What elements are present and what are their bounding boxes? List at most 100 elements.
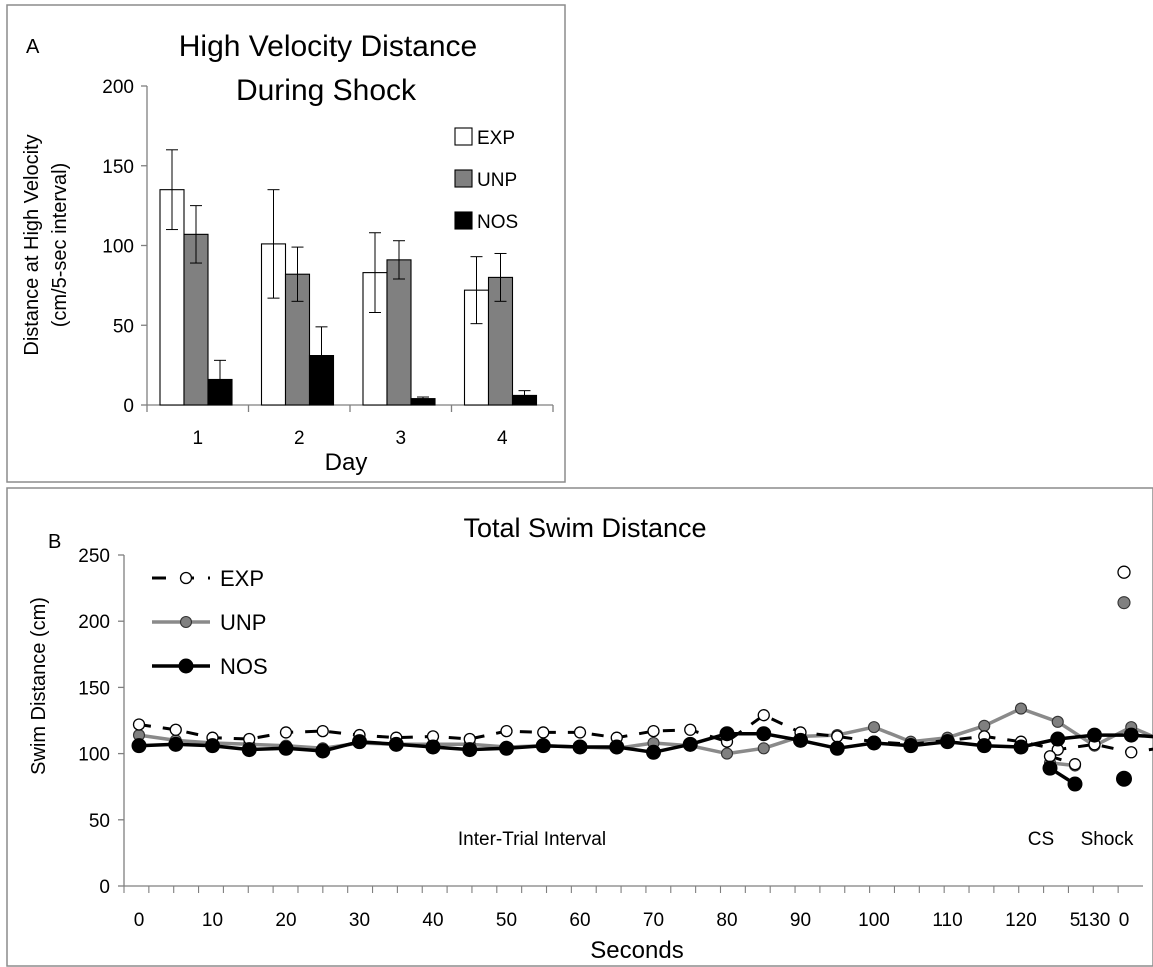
legend-marker-nos xyxy=(178,658,194,674)
panel-a-title-line2: During Shock xyxy=(236,74,417,107)
panel-b: B Total Swim Distance Swim Distance (cm)… xyxy=(6,487,1153,967)
point-shock-nos xyxy=(1116,770,1132,787)
panel-b-y-tick-label: 200 xyxy=(78,612,110,633)
point-nos xyxy=(976,738,992,754)
point-exp xyxy=(1125,746,1138,759)
legend-label-nos: NOS xyxy=(220,654,268,679)
point-nos xyxy=(1013,739,1029,755)
point-exp xyxy=(500,724,513,738)
panel-b-x-tick-label: 130 xyxy=(1079,910,1111,931)
panel-b-x-tick-label: 100 xyxy=(858,910,890,931)
point-nos xyxy=(315,743,331,759)
bar-unp-day3 xyxy=(386,259,412,406)
panel-b-x-tick-label: 10 xyxy=(202,910,223,931)
panel-b-x-tick-label: 30 xyxy=(349,910,370,931)
point-nos xyxy=(1050,731,1066,747)
point-nos xyxy=(205,738,220,754)
point-exp xyxy=(757,709,770,722)
panel-b-x-tick-label: 50 xyxy=(496,910,517,931)
point-nos xyxy=(241,742,257,758)
point-cs-nos xyxy=(1042,760,1058,776)
panel-b-x-tick-label: 120 xyxy=(1005,910,1037,931)
point-nos xyxy=(572,739,588,755)
point-shock-unp xyxy=(1117,596,1131,610)
panel-a-border xyxy=(6,4,566,483)
point-cs-exp xyxy=(1043,750,1057,763)
legend-label-exp: EXP xyxy=(220,566,264,591)
point-nos xyxy=(1087,727,1102,743)
point-nos xyxy=(1123,727,1139,743)
panel-a-yaxis-title: Distance at High Velocity (cm/5-sec inte… xyxy=(21,134,71,355)
panel-b-x-tick-label: 0 xyxy=(1119,910,1130,931)
panel-a-xlabel: Day xyxy=(325,449,368,476)
panel-b-x-tick-label: 60 xyxy=(569,910,590,931)
panel-a-x-tick-label: 3 xyxy=(395,428,406,449)
point-exp xyxy=(573,726,587,739)
panel-a-ylabel-line2: (cm/5-sec interval) xyxy=(49,163,71,327)
point-nos xyxy=(646,744,661,760)
point-nos xyxy=(829,740,845,756)
legend-swatch-exp xyxy=(454,127,473,146)
panel-a-y-tick-label: 50 xyxy=(113,316,134,337)
point-nos xyxy=(425,739,441,755)
point-nos xyxy=(903,738,919,754)
panel-a: A High Velocity Distance During Shock Di… xyxy=(6,4,566,483)
legend-marker-unp xyxy=(179,615,193,629)
point-nos xyxy=(940,734,955,750)
panel-a-y-tick-label: 200 xyxy=(102,77,134,98)
point-shock-exp xyxy=(1117,565,1131,579)
point-cs-exp xyxy=(1068,758,1082,771)
legend-label-unp: UNP xyxy=(220,610,266,635)
panel-b-y-tick-label: 150 xyxy=(78,678,110,699)
panel-b-title: Total Swim Distance xyxy=(463,513,706,543)
legend-label-nos: NOS xyxy=(477,212,518,233)
point-unp xyxy=(720,747,734,760)
point-exp xyxy=(831,730,844,743)
point-nos xyxy=(131,738,147,754)
panel-b-label: B xyxy=(48,531,61,553)
point-unp xyxy=(1051,715,1064,728)
panel-b-x-tick-label: 20 xyxy=(275,910,296,931)
point-unp xyxy=(867,721,881,734)
point-nos xyxy=(352,734,367,750)
panel-a-label: A xyxy=(26,36,40,58)
point-exp xyxy=(279,726,293,739)
point-nos xyxy=(866,735,882,751)
panel-b-x-tick-label: 90 xyxy=(790,910,811,931)
point-nos xyxy=(462,742,478,758)
annotation-shock: Shock xyxy=(1081,829,1134,850)
panel-b-x-tick-label: 40 xyxy=(422,910,443,931)
panel-a-bars xyxy=(159,149,538,406)
point-unp xyxy=(757,742,770,755)
point-unp xyxy=(1014,702,1028,715)
point-exp xyxy=(132,718,146,731)
point-exp xyxy=(537,726,550,739)
legend-swatch-unp xyxy=(454,169,473,188)
panel-a-title-line1: High Velocity Distance xyxy=(179,30,477,63)
point-nos xyxy=(756,726,772,742)
point-exp xyxy=(647,724,660,738)
point-exp xyxy=(169,723,182,736)
point-nos xyxy=(682,736,698,752)
point-nos xyxy=(168,736,184,752)
panel-a-ylabel-line1: Distance at High Velocity xyxy=(21,134,43,355)
panel-a-x-tick-label: 2 xyxy=(294,428,305,449)
point-unp xyxy=(978,719,991,732)
panel-b-x-tick-label: 110 xyxy=(932,910,962,931)
point-exp xyxy=(316,724,329,738)
panel-b-series xyxy=(131,565,1153,792)
panel-b-legend: EXP UNP NOS xyxy=(152,566,268,679)
panel-b-x-tick-label: 80 xyxy=(716,910,737,931)
panel-b-x-tick-label: 5 xyxy=(1070,910,1081,931)
legend-swatch-nos xyxy=(454,211,473,230)
point-nos xyxy=(388,736,404,752)
point-exp xyxy=(684,723,697,736)
legend-label-exp: EXP xyxy=(477,128,515,149)
legend-label-unp: UNP xyxy=(477,170,517,191)
panel-b-xlabel: Seconds xyxy=(590,937,683,964)
legend-marker-exp xyxy=(179,571,193,585)
point-nos xyxy=(719,726,735,742)
point-nos xyxy=(609,739,625,755)
